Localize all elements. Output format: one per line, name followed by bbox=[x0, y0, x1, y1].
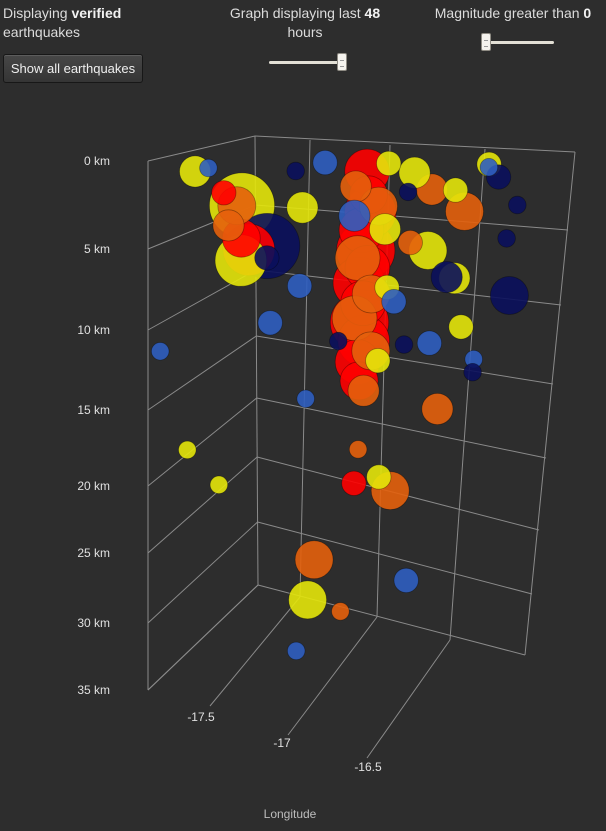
earthquake-point bbox=[286, 273, 313, 299]
earthquake-point bbox=[294, 540, 334, 580]
earthquake-point bbox=[393, 567, 419, 594]
magnitude-control: Magnitude greater than 0 bbox=[420, 4, 606, 23]
chart-grid bbox=[147, 135, 576, 759]
earthquake-point bbox=[178, 440, 197, 460]
y-tick-label: 35 km bbox=[77, 683, 110, 697]
earthquake-point bbox=[286, 191, 319, 224]
x-tick-label: -17 bbox=[273, 736, 291, 750]
grid-line-depth bbox=[147, 135, 256, 162]
earthquake-point bbox=[365, 348, 391, 374]
filter-status-text: Displaying verified earthquakes bbox=[3, 4, 163, 42]
earthquake-point bbox=[376, 150, 402, 176]
earthquake-point bbox=[398, 156, 431, 189]
earthquake-point bbox=[508, 195, 527, 215]
earthquake-point bbox=[339, 170, 372, 203]
hours-slider-thumb[interactable] bbox=[336, 53, 347, 71]
earthquake-point bbox=[329, 331, 348, 351]
earthquake-point bbox=[254, 245, 280, 271]
hours-control: Graph displaying last 48 hours bbox=[210, 4, 400, 42]
earthquake-point bbox=[398, 182, 418, 202]
earthquake-point bbox=[497, 229, 516, 248]
earthquake-point bbox=[448, 314, 474, 340]
grid-line-depth bbox=[147, 397, 258, 487]
status-prefix: Displaying bbox=[3, 5, 68, 21]
earthquake-point bbox=[489, 276, 529, 315]
earthquake-point bbox=[288, 580, 328, 620]
earthquake-point bbox=[334, 235, 381, 281]
grid-line-depth bbox=[147, 456, 258, 554]
earthquake-point bbox=[347, 374, 380, 407]
chart-points bbox=[150, 148, 529, 661]
magnitude-slider-thumb[interactable] bbox=[481, 33, 491, 51]
y-tick-label: 30 km bbox=[77, 616, 110, 630]
earthquake-point bbox=[312, 150, 338, 176]
grid-line-depth bbox=[257, 521, 533, 595]
earthquake-point bbox=[416, 330, 442, 356]
magnitude-value: 0 bbox=[583, 5, 592, 21]
y-tick-label: 20 km bbox=[77, 479, 110, 493]
y-tick-label: 25 km bbox=[77, 546, 110, 560]
earthquake-point bbox=[257, 310, 283, 336]
grid-line-vertical bbox=[449, 148, 486, 641]
status-suffix: earthquakes bbox=[3, 24, 81, 40]
earthquake-point bbox=[421, 392, 454, 425]
magnitude-prefix: Magnitude greater than bbox=[434, 5, 580, 21]
hours-slider[interactable] bbox=[269, 61, 343, 64]
grid-line-depth bbox=[147, 521, 258, 624]
grid-line-vertical bbox=[524, 151, 576, 656]
earthquake-point bbox=[397, 230, 423, 256]
chart-tick-labels: 0 km 5 km 10 km 15 km 20 km 25 km 30 km 35 km -1… bbox=[77, 154, 382, 774]
earthquake-point bbox=[150, 342, 170, 361]
earthquake-point bbox=[331, 602, 350, 621]
y-tick-label: 0 km bbox=[84, 154, 110, 168]
grid-line-floor bbox=[209, 596, 301, 707]
earthquake-point bbox=[442, 177, 469, 203]
grid-line-floor bbox=[366, 639, 451, 759]
y-tick-label: 15 km bbox=[77, 403, 110, 417]
earthquake-point bbox=[199, 158, 218, 178]
earthquake-point bbox=[430, 261, 463, 294]
grid-line-depth bbox=[254, 135, 576, 153]
x-tick-label: -16.5 bbox=[354, 760, 382, 774]
magnitude-slider[interactable] bbox=[481, 41, 554, 44]
earthquake-point bbox=[287, 641, 306, 661]
earthquake-point bbox=[211, 180, 237, 206]
grid-line-depth bbox=[147, 335, 257, 411]
earthquake-point bbox=[212, 209, 245, 242]
earthquake-point bbox=[348, 440, 368, 459]
earthquake-point bbox=[366, 464, 392, 490]
grid-line-floor bbox=[287, 616, 378, 736]
earthquake-point bbox=[394, 335, 414, 354]
earthquake-point bbox=[479, 157, 499, 177]
grid-line-depth bbox=[256, 397, 547, 459]
hours-suffix: hours bbox=[287, 24, 323, 40]
earthquake-point bbox=[381, 288, 407, 315]
hours-value: 48 bbox=[364, 5, 381, 21]
status-verified-label: verified bbox=[71, 5, 122, 21]
show-all-earthquakes-button[interactable]: Show all earthquakes bbox=[3, 54, 143, 83]
earthquake-point bbox=[341, 470, 367, 496]
grid-line-floor bbox=[147, 584, 259, 691]
earthquake-point bbox=[286, 161, 305, 181]
earthquake-point bbox=[463, 363, 482, 382]
x-axis-label: Longitude bbox=[264, 807, 317, 821]
x-tick-label: -17.5 bbox=[187, 710, 215, 724]
y-tick-label: 5 km bbox=[84, 242, 110, 256]
hours-prefix: Graph displaying last bbox=[229, 5, 361, 21]
earthquake-point bbox=[338, 199, 371, 232]
y-tick-label: 10 km bbox=[77, 323, 110, 337]
earthquake-point bbox=[296, 389, 315, 409]
earthquake-point bbox=[368, 213, 401, 246]
earthquake-point bbox=[209, 475, 229, 495]
